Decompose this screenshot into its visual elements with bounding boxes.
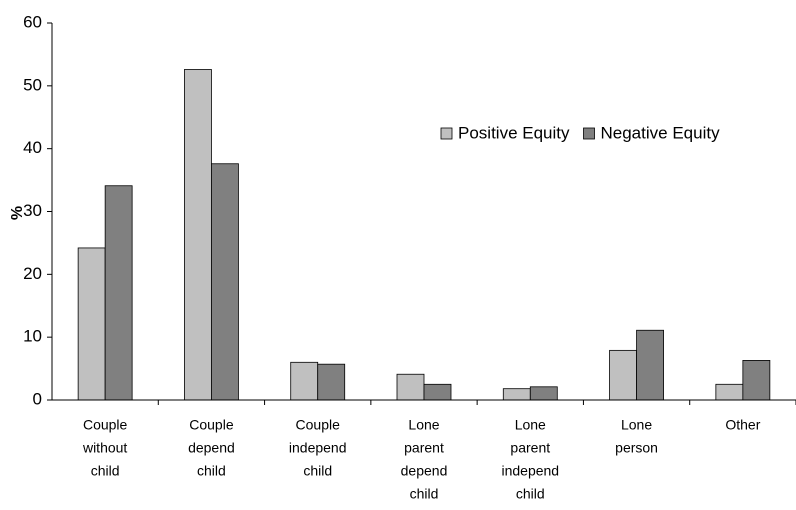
bar [636, 329, 664, 401]
x-tick-label: depend [188, 440, 235, 456]
x-tick-label: Couple [83, 417, 128, 433]
bar [609, 349, 637, 401]
x-tick-label: child [516, 486, 545, 502]
bar [396, 373, 425, 401]
bar [742, 360, 771, 401]
x-tick-label: Other [725, 417, 760, 433]
x-tick-label: parent [510, 440, 550, 456]
legend-label: Negative Equity [601, 123, 721, 142]
bar [715, 383, 744, 401]
legend-swatch [440, 127, 453, 140]
x-tick-label: Lone [515, 417, 546, 433]
bar [502, 388, 531, 401]
bar [290, 361, 319, 401]
y-tick-label: 20 [23, 264, 42, 283]
bar [77, 247, 106, 401]
x-tick-label: child [91, 463, 120, 479]
y-axis-label: % [9, 206, 26, 220]
x-tick-label: independ [289, 440, 347, 456]
x-tick-label: independ [501, 463, 559, 479]
bar [104, 185, 133, 401]
x-tick-label: Couple [189, 417, 234, 433]
x-tick-label: child [197, 463, 226, 479]
x-tick-label: person [615, 440, 658, 456]
legend-swatch [583, 127, 595, 140]
y-tick-label: 50 [23, 75, 42, 94]
bar [423, 383, 452, 401]
x-tick-label: depend [401, 463, 448, 479]
x-tick-label: Lone [408, 417, 439, 433]
y-tick-label: 40 [23, 138, 42, 157]
x-tick-label: Lone [621, 417, 652, 433]
bar [211, 163, 239, 401]
x-tick-label: child [303, 463, 332, 479]
y-tick-label: 0 [33, 389, 42, 408]
bar [317, 363, 346, 401]
x-tick-label: child [410, 486, 439, 502]
bar [529, 386, 558, 401]
legend-label: Positive Equity [458, 123, 570, 142]
y-tick-label: 60 [23, 12, 42, 31]
y-tick-label: 10 [23, 327, 42, 346]
bar [184, 69, 212, 401]
x-tick-label: parent [404, 440, 444, 456]
y-tick-label: 30 [23, 201, 42, 220]
x-tick-label: without [82, 440, 127, 456]
x-tick-label: Couple [296, 417, 341, 433]
